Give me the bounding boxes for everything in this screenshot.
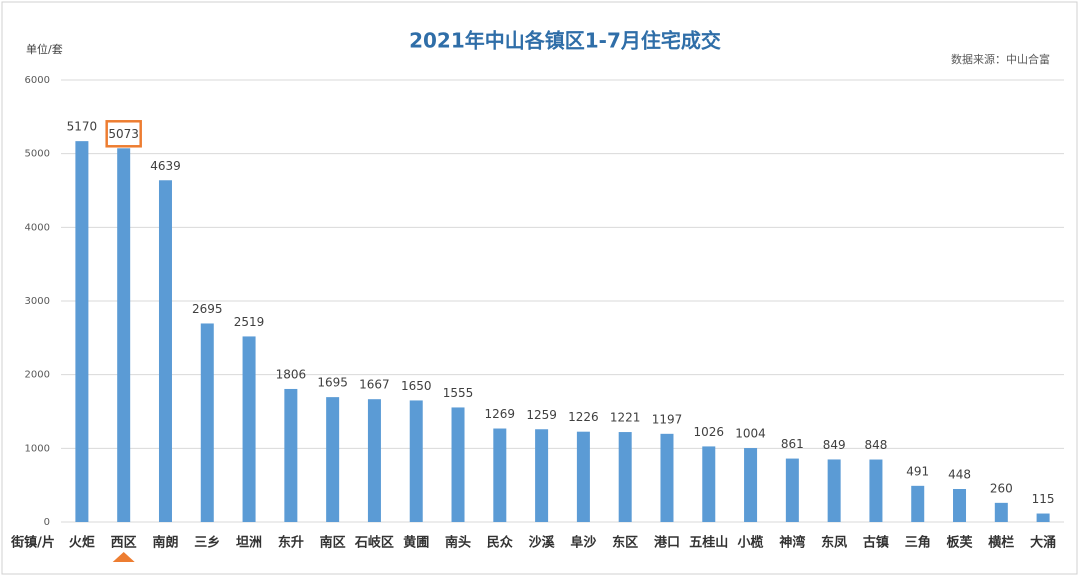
x-tick-label: 横栏 <box>988 535 1014 551</box>
y-tick-label: 6000 <box>25 75 50 86</box>
bar <box>242 336 256 522</box>
bar <box>785 458 799 522</box>
x-tick-label: 石岐区 <box>354 535 394 551</box>
x-tick-label: 大涌 <box>1030 535 1056 551</box>
x-tick-label: 东区 <box>612 535 638 551</box>
bar <box>158 180 172 523</box>
x-tick-label: 阜沙 <box>570 535 596 551</box>
bar <box>367 399 381 522</box>
value-label: 1004 <box>735 427 766 441</box>
y-tick-label: 0 <box>44 517 50 528</box>
bar <box>576 431 590 522</box>
y-tick-label: 2000 <box>25 370 50 381</box>
bar <box>117 148 131 522</box>
value-label: 1026 <box>693 425 724 439</box>
highlight-box <box>105 120 142 148</box>
value-label: 1695 <box>317 376 348 390</box>
bar <box>744 448 758 522</box>
bar <box>200 323 214 522</box>
value-label: 1667 <box>359 378 390 392</box>
value-label: 260 <box>990 481 1013 495</box>
value-label: 5073 <box>108 127 139 141</box>
bar <box>618 432 632 522</box>
x-tick-label: 南头 <box>445 535 471 551</box>
highlight-arrow <box>112 552 135 562</box>
x-tick-label: 三角 <box>905 535 931 551</box>
bar <box>75 141 89 523</box>
value-label: 4639 <box>150 159 181 173</box>
value-label: 1226 <box>568 410 599 424</box>
bar <box>493 428 507 522</box>
chart-title: 2021年中山各镇区1-7月住宅成交 <box>409 29 721 53</box>
value-label: 861 <box>781 437 804 451</box>
bar <box>702 446 716 522</box>
value-label: 491 <box>906 464 929 478</box>
x-tick-label: 民众 <box>487 535 513 551</box>
x-tick-label: 五桂山 <box>689 535 728 551</box>
value-label: 1269 <box>485 407 516 421</box>
y-tick-label: 1000 <box>25 443 50 454</box>
value-label: 2519 <box>234 315 265 329</box>
x-tick-label: 沙溪 <box>529 535 556 551</box>
value-label: 1197 <box>652 412 683 426</box>
x-tick-label: 西区 <box>111 536 137 551</box>
x-tick-label: 南区 <box>320 535 346 551</box>
bar <box>284 388 298 522</box>
bar <box>911 485 925 522</box>
x-tick-label: 港口 <box>654 535 680 551</box>
bar <box>660 433 674 522</box>
y-tick-label: 4000 <box>25 222 50 233</box>
bar <box>409 400 423 522</box>
value-label: 115 <box>1032 492 1055 506</box>
bar <box>1036 513 1050 522</box>
bar <box>953 488 967 522</box>
source-note: 数据来源：中山合富 <box>951 52 1050 66</box>
x-tick-label: 古镇 <box>863 535 889 551</box>
x-tick-label: 神湾 <box>779 535 805 551</box>
x-tick-label: 南朗 <box>152 535 178 551</box>
value-label: 849 <box>823 438 846 452</box>
value-label: 1555 <box>443 386 474 400</box>
x-tick-label: 东凤 <box>821 535 847 551</box>
bar <box>994 502 1008 522</box>
value-label: 448 <box>948 467 971 481</box>
value-label: 1806 <box>276 367 307 381</box>
value-label: 2695 <box>192 302 223 316</box>
bar <box>827 459 841 522</box>
value-label: 5170 <box>67 120 98 134</box>
bar <box>326 397 340 522</box>
x-tick-label: 火炬 <box>69 536 95 551</box>
bar <box>535 429 549 522</box>
value-label: 1259 <box>526 408 557 422</box>
y-tick-label: 5000 <box>25 149 50 160</box>
x-tick-label: 三乡 <box>194 535 220 551</box>
value-label: 1221 <box>610 411 641 425</box>
bar <box>451 407 465 522</box>
bar <box>869 459 883 522</box>
x-tick-label: 黄圃 <box>403 535 429 551</box>
y-axis-label: 单位/套 <box>26 42 63 56</box>
x-tick-label: 板芙 <box>947 535 974 551</box>
value-label: 848 <box>864 438 887 452</box>
x-tick-label: 东升 <box>278 535 304 551</box>
x-axis-label: 街镇/片 <box>10 535 55 551</box>
y-tick-label: 3000 <box>25 296 50 307</box>
value-label: 1650 <box>401 379 432 393</box>
x-tick-label: 小榄 <box>738 535 764 551</box>
x-tick-label: 坦洲 <box>236 536 262 551</box>
